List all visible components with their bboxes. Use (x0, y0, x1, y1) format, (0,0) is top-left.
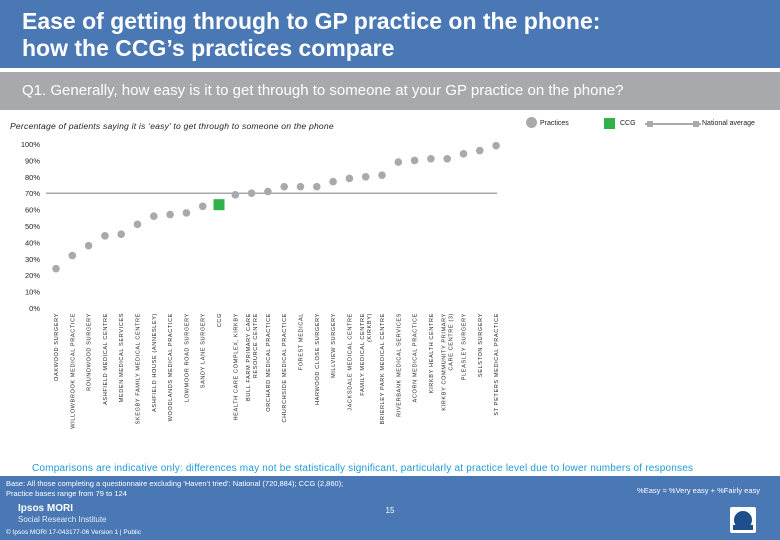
base-note-line-2: Practice bases range from 79 to 124 (6, 489, 127, 498)
practice-point (264, 187, 272, 196)
x-category-label: LOWMOOR ROAD SURGERY (184, 313, 190, 402)
legend-practices-label: Practices (540, 120, 569, 127)
practice-point (361, 173, 370, 181)
base-note: Base: All those completing a questionnai… (6, 479, 426, 499)
practice-point (68, 251, 77, 260)
x-category-label: ASHFIELD MEDICAL CENTRE (103, 313, 109, 405)
brand-name: Ipsos MORI (18, 503, 74, 514)
practice-point (150, 212, 158, 220)
x-category-label: ST PETERS MEDICAL PRACTICE (494, 313, 500, 416)
base-note-line-1: Base: All those completing a questionnai… (6, 479, 344, 488)
practice-point (182, 209, 191, 217)
y-tick-label: 90% (25, 156, 40, 165)
x-category-label: BULL FARM PRIMARY CARERESOURCE CENTRE (246, 313, 259, 401)
practice-point (133, 220, 142, 229)
practice-point (313, 182, 321, 191)
practice-point (166, 210, 174, 219)
x-category-label: SELSTON SURGERY (478, 313, 484, 377)
copyright: © Ipsos MORI 17-043177-06 Version 1 | Pu… (6, 529, 142, 536)
practice-point (117, 230, 125, 238)
x-category-label: FOREST MEDICAL (299, 313, 305, 370)
y-tick-label: 10% (25, 288, 40, 297)
x-category-label: KIRKBY COMMUNITY PRIMARYCARE CENTRE (3) (442, 313, 455, 411)
y-tick-label: 70% (25, 189, 40, 198)
x-category-label: SKEGBY FAMILY MEDICAL CENTRE (136, 313, 142, 424)
x-category-label: SANDY LANE SURGERY (201, 313, 207, 388)
practice-point (101, 232, 109, 240)
ipsos-brand: Ipsos MORI Social Research Institute (18, 503, 107, 525)
practice-point (443, 154, 452, 163)
x-category-label: KIRKBY HEALTH CENTRE (429, 313, 435, 393)
x-category-label: ORCHARD MEDICAL PRACTICE (266, 313, 272, 412)
y-tick-label: 80% (25, 173, 40, 182)
x-category-label: HARWOOD CLOSE SURGERY (315, 313, 321, 405)
x-category-label: HEALTH CARE COMPLEX, KIRKBY (233, 313, 239, 420)
x-category-label: MILLVIEW SURGERY (331, 313, 337, 378)
x-category-label: WOODLANDS MEDICAL PRACTICE (168, 313, 174, 421)
x-category-label: OAKWOOD SURGERY (54, 313, 60, 381)
x-category-label: FAMILY MEDICAL CENTRE(KIRKBY) (360, 313, 373, 396)
y-tick-label: 60% (25, 206, 40, 215)
y-tick-label: 100% (21, 140, 41, 149)
page-number: 15 (385, 506, 395, 515)
x-category-label: ACORN MEDICAL PRACTICE (413, 313, 419, 402)
title-line-2: how the CCG’s practices compare (22, 35, 395, 61)
legend-ccg-label: CCG (620, 120, 636, 127)
practice-point (476, 146, 484, 155)
practice-dot-icon (526, 117, 537, 128)
practice-point (427, 154, 435, 163)
practice-point (247, 189, 256, 197)
x-category-label: JACKSDALE MEDICAL CENTRE (347, 313, 353, 411)
x-category-label: ASHFIELD HOUSE (ANNESLEY) (152, 313, 158, 412)
y-tick-label: 40% (25, 238, 40, 247)
legend-national-label: National average (702, 120, 755, 127)
practice-point (52, 264, 60, 273)
x-category-label: CHURCHSIDE MEDICAL PRACTICE (282, 313, 288, 423)
practice-point (459, 150, 468, 158)
practice-comparison-chart: 0% 10% 20% 30% 40% 50% 60% 70% 80% 90% 100% OAKWOOD… (21, 140, 500, 429)
x-category-label: MEDEN MEDICAL SERVICES (119, 313, 125, 402)
question-bar (0, 72, 780, 110)
chart-subtitle: Percentage of patients saying it is ‘eas… (10, 121, 334, 131)
x-category-label: CCG (217, 313, 223, 327)
x-category-label: WILLOWBROOK MEDICAL PRACTICE (70, 313, 76, 429)
easy-definition: %Easy = %Very easy + %Fairly easy (637, 486, 760, 495)
header-banner (0, 0, 780, 68)
practice-point (378, 171, 386, 179)
practice-point (198, 202, 207, 211)
ipsos-logo-icon (730, 507, 756, 533)
x-category-label: RIVERBANK MEDICAL SERVICES (396, 313, 402, 417)
practice-point (280, 182, 289, 191)
title-line-1: Ease of getting through to GP practice o… (22, 8, 601, 34)
practice-point (296, 182, 305, 191)
comparison-note: Comparisons are indicative only: differe… (32, 463, 694, 474)
x-category-label: BRIERLEY PARK MEDICAL CENTRE (380, 313, 386, 425)
footer-banner (0, 476, 780, 540)
practice-point (394, 158, 403, 166)
practice-point (329, 177, 337, 186)
ccg-square-icon (604, 118, 615, 129)
question-text: Q1. Generally, how easy is it to get thr… (22, 82, 624, 99)
page-title: Ease of getting through to GP practice o… (22, 8, 762, 62)
y-tick-label: 20% (25, 271, 40, 280)
x-category-label: PLEASLEY SURGERY (462, 313, 468, 380)
practice-point (231, 191, 240, 199)
x-category-label: ROUNDWOOD SURGERY (87, 313, 93, 391)
national-line-icon (645, 121, 701, 127)
practice-point (84, 241, 93, 250)
brand-subline: Social Research Institute (18, 515, 107, 524)
y-tick-label: 0% (29, 304, 40, 313)
practice-point (410, 156, 419, 165)
y-tick-label: 50% (25, 222, 40, 231)
y-tick-label: 30% (25, 255, 40, 264)
practice-point (492, 141, 500, 150)
ccg-marker (213, 199, 225, 211)
practice-point (345, 174, 354, 183)
